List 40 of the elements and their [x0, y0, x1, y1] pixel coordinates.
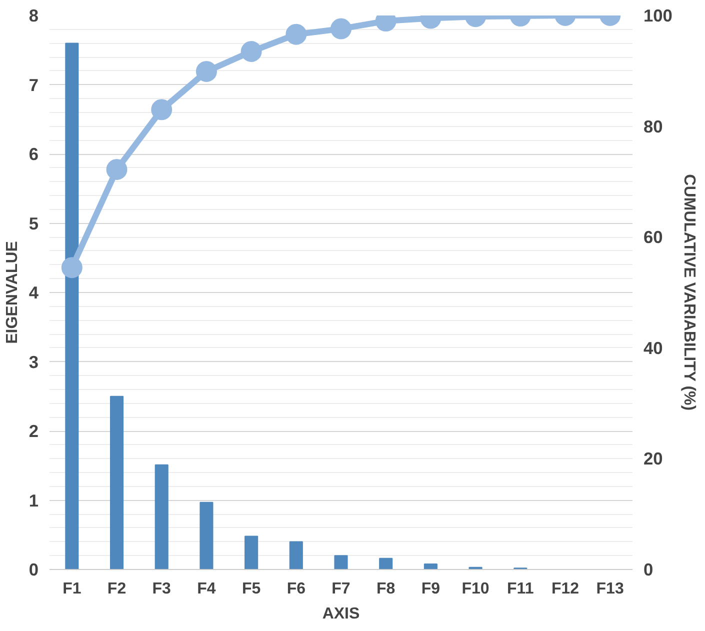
y2-tick-label: 100 — [644, 6, 672, 26]
y2-tick-label: 60 — [644, 227, 663, 248]
x-tick-label: F10 — [462, 580, 490, 598]
x-tick-label: F3 — [152, 580, 172, 598]
bar — [334, 555, 348, 570]
x-tick-label: F9 — [421, 580, 440, 598]
x-tick-label: F12 — [551, 580, 580, 598]
y-tick-label: 6 — [28, 144, 39, 164]
y2-axis-title: CUMULATIVE VARIABILITY (%) — [680, 174, 698, 411]
x-tick-label: F1 — [62, 580, 82, 598]
x-tick-label: F5 — [242, 580, 261, 598]
x-tick-label: F8 — [376, 580, 396, 598]
y-tick-label: 7 — [28, 74, 39, 95]
bar — [110, 396, 124, 570]
y-tick-label: 2 — [28, 421, 39, 441]
y2-tick-label: 0 — [644, 560, 654, 580]
y2-tick-label: 20 — [644, 448, 663, 469]
bar — [200, 502, 214, 570]
bar — [154, 464, 168, 570]
x-axis-title: AXIS — [322, 606, 360, 622]
y-tick-label: 3 — [28, 352, 39, 372]
y-tick-label: 8 — [28, 6, 39, 26]
y2-tick-label: 80 — [644, 116, 663, 136]
x-tick-label: F4 — [197, 580, 216, 598]
x-tick-label: F13 — [596, 580, 624, 598]
y-tick-label: 0 — [28, 560, 39, 580]
y-tick-label: 4 — [28, 282, 39, 302]
y-tick-label: 1 — [28, 490, 39, 510]
bar — [244, 536, 258, 570]
y2-tick-label: 40 — [644, 338, 663, 358]
bar — [289, 541, 303, 570]
x-tick-label: F2 — [107, 580, 126, 598]
bar — [424, 563, 438, 570]
bar — [65, 42, 79, 570]
x-tick-label: F6 — [286, 580, 306, 598]
y-axis-title: EIGENVALUE — [4, 240, 21, 344]
bar — [379, 558, 393, 570]
y-tick-label: 5 — [28, 213, 39, 234]
x-tick-label: F7 — [332, 580, 350, 598]
x-tick-label: F11 — [507, 580, 534, 598]
